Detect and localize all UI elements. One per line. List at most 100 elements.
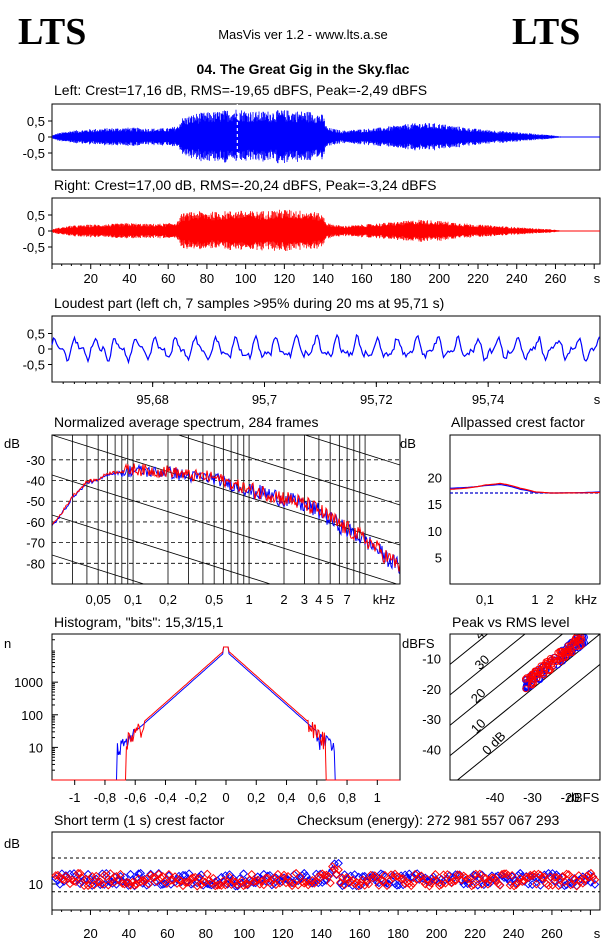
x-tick-label: 1 [245,592,252,607]
right-crest-point [495,881,505,890]
right-point [559,654,567,662]
x-tick-label: 140 [312,271,334,286]
y-tick-label: 100 [21,708,43,723]
x-unit-label: kHz [373,592,395,607]
y-tick-label: -30 [26,453,45,468]
right-crest-point [328,862,337,871]
right-crest-point [431,870,440,879]
right-point [545,666,553,674]
x-tick-label: -0,8 [94,790,116,805]
histogram-title: Histogram, "bits": 15,3/15,1 [54,614,224,630]
right-crest-point [196,880,206,889]
right-crest-point [93,877,103,887]
right-crest-point [550,873,559,882]
right-crest-point [134,874,143,884]
right-crest-point [128,877,137,887]
y-axis-label: dB [4,436,20,451]
right-crest-point [566,880,576,890]
y-tick-label: 10 [29,740,43,755]
right-crest-point [388,873,398,883]
slope-line [52,315,400,425]
right-crest-point [532,879,541,889]
x-unit-label: s [594,926,601,941]
left-crest-point [346,871,355,881]
left-crest-point [334,858,343,868]
right-crest-point [418,877,428,886]
right-crest-point [364,879,374,889]
right-point [536,667,544,675]
right-crest-point [51,871,61,880]
right-crest-point [116,869,125,879]
x-tick-label: 220 [464,926,486,941]
x-tick-label: 2 [280,592,287,607]
right-point [522,675,529,683]
right-point [522,685,530,693]
right-crest-point [540,872,549,882]
crest-diagonal [456,663,600,780]
right-crest-point [243,879,252,889]
x-tick-label: 60 [161,271,175,286]
diagonal-label: 0 dB [479,728,509,758]
crest-title: Allpassed crest factor [451,414,585,430]
y-tick-label: 0 [38,224,45,239]
right-crest-point [465,874,475,883]
y-tick-label: 15 [428,497,442,512]
x-tick-label: 160 [351,271,373,286]
right-crest-point [469,880,479,889]
y-tick-label: -0,5 [23,146,45,161]
right-crest-point [380,870,390,880]
x-tick-label: -30 [523,790,542,805]
right-crest-point [457,875,467,885]
right-point [576,635,583,642]
right-crest-point [560,877,569,887]
right-crest-point [336,878,345,887]
right-crest-point [192,881,202,891]
right-crest-point [324,871,333,881]
loudest-signal [51,333,601,365]
right-crest-point [340,880,349,890]
right-point [526,675,534,682]
x-tick-label: 5 [327,592,334,607]
right-crest-point [483,879,493,889]
slope-line [52,554,146,584]
x-tick-label: 80 [199,926,213,941]
diagonal-label: 20 [468,685,489,706]
right-crest-point [538,873,547,883]
left-crest-point [301,871,311,881]
y-tick-label: -50 [26,494,45,509]
y-tick-label: 0,5 [27,114,45,129]
crest-diagonal [450,634,600,757]
x-unit-label: s [594,392,601,407]
x-tick-label: 0,1 [124,592,142,607]
x-tick-label: 95,7 [252,392,277,407]
right-crest-point [453,870,462,880]
right-crest-point [315,873,325,882]
slope-line [177,435,400,506]
app-title: MasVis ver 1.2 - www.lts.a.se [218,27,388,42]
right-crest-point [491,875,501,885]
right-crest-point [521,872,531,882]
y-tick-label: 20 [428,471,442,486]
right-crest-point [443,870,452,879]
right-crest-point [499,869,509,879]
loudest-part-title: Loudest part (left ch, 7 samples >95% du… [54,295,445,311]
left-crest-point [180,871,190,880]
right-crest-point [408,879,418,888]
left-crest-point [217,872,226,882]
left-crest-point [536,881,545,890]
x-tick-label: 0,2 [247,790,265,805]
right-crest-point [307,876,317,885]
x-tick-label: 20 [83,271,97,286]
x-tick-label: 220 [467,271,489,286]
x-tick-label: 0,1 [476,592,494,607]
y-tick-label: 0,5 [27,208,45,223]
right-crest-point [190,872,200,882]
right-crest-point [204,876,214,885]
diagonal-label: 10 [468,716,489,737]
y-tick-label: -80 [26,556,45,571]
short-term-frame [51,831,601,911]
left-waveform-title: Left: Crest=17,16 dB, RMS=-19,65 dBFS, P… [54,82,428,98]
y-tick-label: 1000 [14,675,43,690]
right-crest-point [507,871,517,880]
slope-line [52,595,400,705]
